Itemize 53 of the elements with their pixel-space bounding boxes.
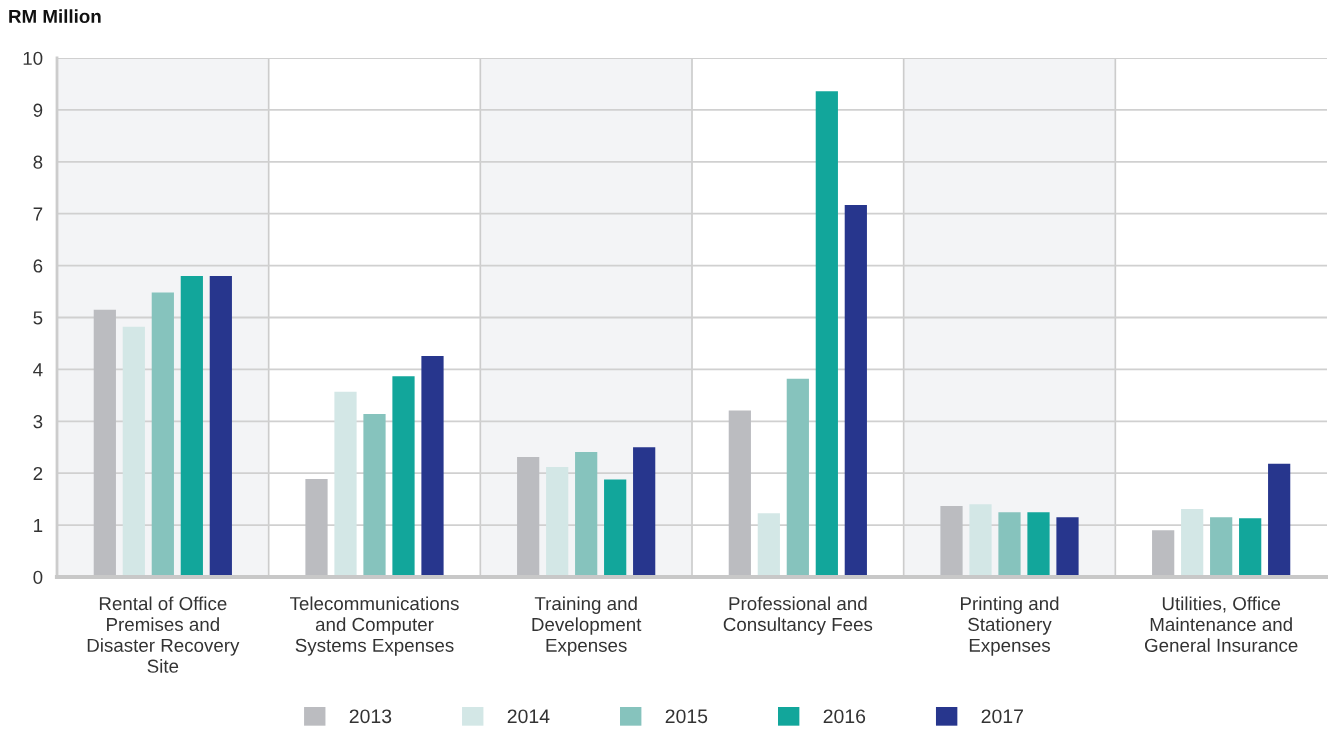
y-tick-label: 2 bbox=[33, 466, 43, 480]
bar bbox=[392, 376, 415, 577]
bar bbox=[93, 309, 116, 577]
legend-label: 2015 bbox=[665, 709, 708, 724]
y-tick-label: 1 bbox=[34, 518, 43, 532]
bar bbox=[363, 414, 386, 577]
bar bbox=[786, 378, 809, 577]
x-tick-label: Professional and Consultancy Fees bbox=[723, 596, 873, 635]
bar bbox=[575, 451, 598, 577]
bar bbox=[633, 447, 656, 577]
bar bbox=[180, 275, 203, 577]
bar bbox=[1268, 463, 1291, 577]
y-tick-label: 9 bbox=[33, 103, 43, 117]
y-tick-label: 4 bbox=[33, 363, 43, 377]
legend-label: 2017 bbox=[981, 709, 1023, 724]
y-tick-label: 3 bbox=[33, 415, 43, 429]
bar bbox=[844, 204, 867, 577]
bar bbox=[1181, 509, 1204, 577]
bar bbox=[1210, 517, 1233, 577]
bar bbox=[151, 292, 174, 577]
bar bbox=[1239, 518, 1262, 577]
bar bbox=[969, 504, 992, 577]
bar bbox=[517, 457, 540, 577]
bar bbox=[209, 275, 232, 577]
x-tick-label: Training and Development Expenses bbox=[532, 596, 642, 656]
bar bbox=[1056, 517, 1079, 577]
bar bbox=[728, 410, 751, 577]
bar bbox=[1027, 512, 1050, 577]
x-tick-label: Rental of Office Premises and Disaster Recovery Site bbox=[87, 596, 240, 673]
bar bbox=[122, 326, 145, 577]
bar bbox=[305, 478, 328, 577]
bar bbox=[546, 466, 569, 577]
bar bbox=[940, 505, 963, 577]
bar bbox=[1152, 530, 1175, 577]
bar bbox=[334, 391, 357, 577]
bar bbox=[757, 513, 780, 577]
bar bbox=[604, 479, 627, 577]
x-tick-label: Printing and Stationery Expenses bbox=[961, 596, 1059, 656]
bar bbox=[421, 355, 444, 577]
y-axis-title: RM Million bbox=[9, 9, 101, 24]
x-tick-label: Telecommunications and Computer Systems Expenses bbox=[290, 596, 459, 656]
bar bbox=[815, 91, 838, 577]
legend-label: 2013 bbox=[349, 709, 392, 724]
legend-label: 2014 bbox=[507, 709, 550, 724]
y-tick-label: 5 bbox=[33, 311, 43, 325]
legend-label: 2016 bbox=[823, 709, 866, 724]
x-tick-label: Utilities, Office Maintenance and General Insurance bbox=[1144, 596, 1298, 652]
bar bbox=[998, 512, 1021, 577]
y-tick-label: 8 bbox=[33, 155, 43, 169]
y-tick-label: 10 bbox=[23, 51, 43, 65]
y-tick-label: 0 bbox=[33, 570, 43, 584]
y-tick-label: 6 bbox=[33, 259, 43, 273]
y-tick-label: 7 bbox=[33, 207, 43, 221]
